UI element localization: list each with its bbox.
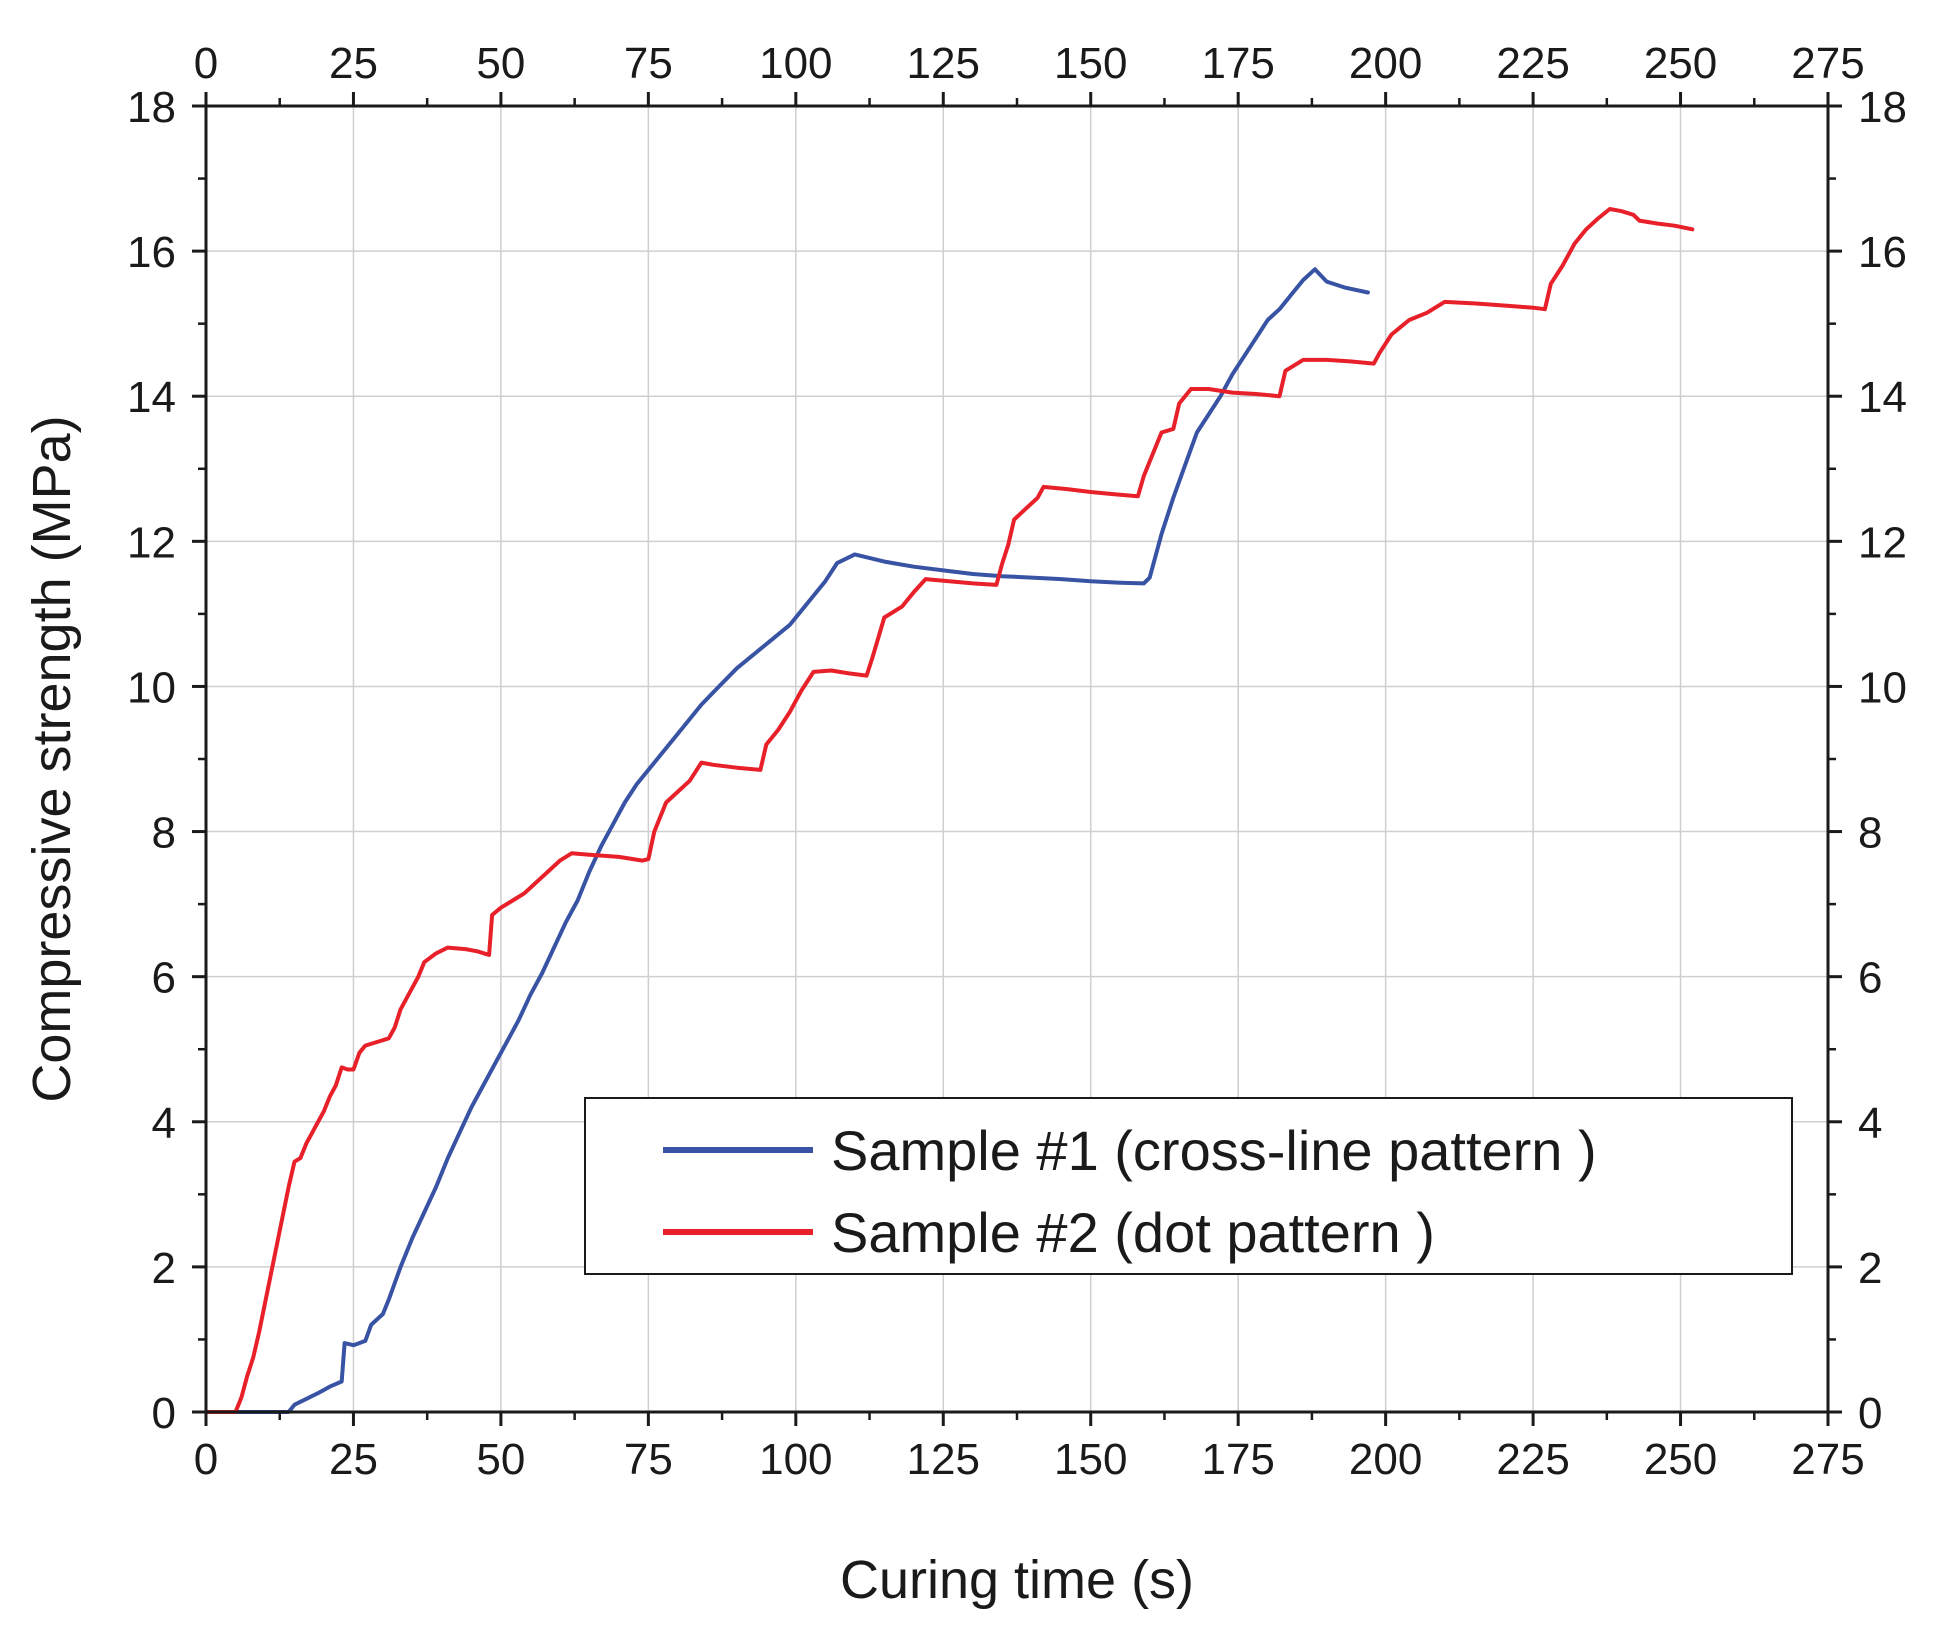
y-tick-label-right: 8 <box>1858 809 1882 858</box>
tick-labels: 0025255050757510010012512515015017517520… <box>127 39 1907 1484</box>
y-tick-label-right: 18 <box>1858 83 1907 132</box>
y-axis-title: Compressive strength (MPa) <box>22 415 82 1102</box>
x-tick-label-top: 125 <box>907 39 980 88</box>
x-tick-label-top: 100 <box>759 39 832 88</box>
x-axis-title: Curing time (s) <box>840 1550 1194 1610</box>
x-tick-label-bottom: 275 <box>1791 1435 1864 1484</box>
x-tick-label-top: 75 <box>624 39 673 88</box>
axis-ticks <box>192 92 1842 1426</box>
x-tick-label-top: 150 <box>1054 39 1127 88</box>
legend-label-sample-1: Sample #1 (cross-line pattern ) <box>831 1119 1597 1182</box>
x-tick-label-bottom: 0 <box>194 1435 218 1484</box>
y-tick-label-right: 4 <box>1858 1099 1882 1148</box>
y-tick-label-right: 2 <box>1858 1244 1882 1293</box>
y-tick-label-right: 14 <box>1858 373 1907 422</box>
y-tick-label-left: 10 <box>127 663 176 712</box>
legend-box <box>584 1097 1793 1275</box>
series-line-sample-2 <box>204 207 1695 1414</box>
grid <box>206 106 1828 1412</box>
x-tick-label-top: 0 <box>194 39 218 88</box>
y-tick-label-right: 0 <box>1858 1389 1882 1438</box>
y-tick-label-right: 12 <box>1858 518 1907 567</box>
y-tick-label-left: 8 <box>152 809 176 858</box>
legend-label-sample-2: Sample #2 (dot pattern ) <box>831 1201 1435 1264</box>
x-tick-label-top: 50 <box>476 39 525 88</box>
x-tick-label-bottom: 100 <box>759 1435 832 1484</box>
series-layer <box>204 207 1695 1414</box>
x-tick-label-bottom: 75 <box>624 1435 673 1484</box>
x-tick-label-bottom: 175 <box>1201 1435 1274 1484</box>
x-tick-label-bottom: 200 <box>1349 1435 1422 1484</box>
x-tick-label-bottom: 250 <box>1644 1435 1717 1484</box>
y-tick-label-left: 0 <box>152 1389 176 1438</box>
x-tick-label-bottom: 125 <box>907 1435 980 1484</box>
legend: Sample #1 (cross-line pattern ) Sample #… <box>584 1097 1793 1275</box>
x-tick-label-bottom: 50 <box>476 1435 525 1484</box>
y-tick-label-left: 14 <box>127 373 176 422</box>
x-tick-label-top: 175 <box>1201 39 1274 88</box>
y-tick-label-right: 10 <box>1858 663 1907 712</box>
y-tick-label-left: 18 <box>127 83 176 132</box>
x-tick-label-top: 200 <box>1349 39 1422 88</box>
y-tick-label-left: 6 <box>152 954 176 1003</box>
x-tick-label-bottom: 150 <box>1054 1435 1127 1484</box>
x-tick-label-top: 25 <box>329 39 378 88</box>
series-line-sample-1 <box>204 267 1370 1414</box>
x-tick-label-bottom: 225 <box>1496 1435 1569 1484</box>
y-tick-label-right: 6 <box>1858 954 1882 1003</box>
x-tick-label-top: 275 <box>1791 39 1864 88</box>
x-tick-label-top: 225 <box>1496 39 1569 88</box>
x-tick-label-top: 250 <box>1644 39 1717 88</box>
y-tick-label-left: 2 <box>152 1244 176 1293</box>
y-tick-label-left: 4 <box>152 1099 176 1148</box>
x-tick-label-bottom: 25 <box>329 1435 378 1484</box>
y-tick-label-left: 16 <box>127 228 176 277</box>
y-tick-label-left: 12 <box>127 518 176 567</box>
y-tick-label-right: 16 <box>1858 228 1907 277</box>
